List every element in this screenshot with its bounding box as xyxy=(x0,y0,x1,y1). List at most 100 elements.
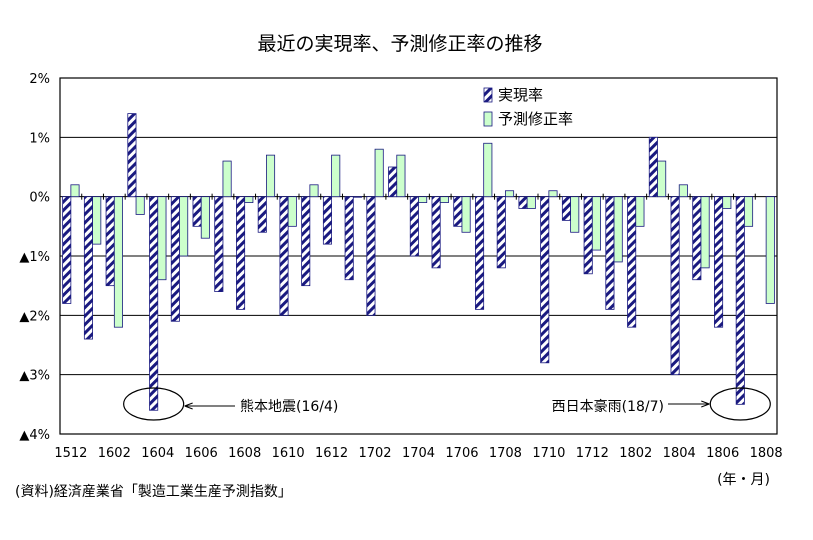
bar-jitsugen xyxy=(409,196,419,257)
bar-jitsugen xyxy=(670,196,680,376)
bar-jitsugen xyxy=(388,166,398,198)
bar-yosoku xyxy=(287,196,297,227)
y-tick-label: 0% xyxy=(29,191,50,206)
bar-jitsugen xyxy=(192,196,202,227)
bar-jitsugen xyxy=(692,196,702,281)
bar-yosoku xyxy=(352,196,362,198)
bar-yosoku xyxy=(396,154,406,198)
bar-yosoku xyxy=(635,196,645,227)
x-tick-label: 1704 xyxy=(402,446,435,461)
x-tick-label: 1702 xyxy=(358,446,391,461)
y-tick-label: ▲1% xyxy=(19,250,50,265)
bar-yosoku xyxy=(591,196,601,251)
bar-yosoku xyxy=(135,196,145,215)
x-tick-label: 1612 xyxy=(315,446,348,461)
legend-swatch xyxy=(483,111,493,127)
bar-jitsugen xyxy=(475,196,485,310)
x-tick-label: 1708 xyxy=(489,446,522,461)
x-tick-label: 1512 xyxy=(54,446,87,461)
x-tick-label: 1804 xyxy=(663,446,696,461)
bar-jitsugen xyxy=(561,196,571,221)
unit-label: (年・月) xyxy=(717,472,770,488)
y-tick-label: 1% xyxy=(29,131,50,146)
bar-yosoku xyxy=(700,196,710,269)
legend-swatch xyxy=(483,87,493,103)
y-axis-tick-labels: 2% 1% 0% ▲1% ▲2% ▲3% ▲4% xyxy=(19,72,50,443)
bar-yosoku xyxy=(765,196,775,304)
x-tick-label: 1706 xyxy=(445,446,478,461)
bar-jitsugen xyxy=(279,196,289,316)
legend-label: 予測修正率 xyxy=(498,110,573,128)
bar-yosoku xyxy=(70,184,80,198)
bar-jitsugen xyxy=(170,196,180,322)
bar-yosoku xyxy=(374,148,384,198)
x-tick-label: 1712 xyxy=(576,446,609,461)
bar-yosoku xyxy=(92,196,102,245)
bar-jitsugen xyxy=(344,196,354,281)
annotation-arrowhead xyxy=(184,402,193,410)
bar-jitsugen xyxy=(605,196,615,310)
bar-yosoku xyxy=(722,196,732,209)
bar-jitsugen xyxy=(149,196,159,411)
bar-yosoku xyxy=(657,160,667,198)
bar-jitsugen xyxy=(496,196,506,269)
bar-yosoku xyxy=(613,196,623,263)
bar-yosoku xyxy=(222,160,232,198)
bars xyxy=(62,113,775,411)
bar-jitsugen xyxy=(105,196,115,287)
bar-yosoku xyxy=(744,196,754,227)
y-tick-label: ▲2% xyxy=(19,309,50,324)
y-tick-label: ▲4% xyxy=(19,428,50,443)
bar-jitsugen xyxy=(366,196,376,316)
plot-frame xyxy=(59,77,778,435)
chart-title: 最近の実現率、予測修正率の推移 xyxy=(257,33,542,55)
bar-yosoku xyxy=(157,196,167,281)
x-tick-label: 1608 xyxy=(228,446,261,461)
bar-yosoku xyxy=(461,196,471,233)
bar-jitsugen xyxy=(453,196,463,227)
x-axis-tick-labels: 1512 1602 1604 1606 1608 1610 1612 1702 1704 1706… xyxy=(54,446,782,461)
legend-box xyxy=(480,80,610,132)
y-tick-label: ▲3% xyxy=(19,369,50,384)
bar-jitsugen xyxy=(627,196,637,328)
annotation-ellipse xyxy=(123,387,185,421)
bar-jitsugen xyxy=(735,196,745,405)
annotations: 熊本地震(16/4) 西日本豪雨(18/7) xyxy=(123,387,771,421)
bar-yosoku xyxy=(439,196,449,204)
axes xyxy=(59,77,778,435)
y-tick-label: 2% xyxy=(29,72,50,87)
annotation-arrowhead xyxy=(701,400,710,408)
bar-jitsugen xyxy=(714,196,724,328)
x-tick-label: 1602 xyxy=(98,446,131,461)
bar-yosoku xyxy=(526,196,536,209)
annotation-label: 西日本豪雨(18/7) xyxy=(552,399,664,415)
bar-jitsugen xyxy=(301,196,311,287)
bar-jitsugen xyxy=(62,196,72,304)
bar-yosoku xyxy=(483,142,493,198)
bar-yosoku xyxy=(548,190,558,198)
bar-yosoku xyxy=(200,196,210,239)
x-tick-label: 1806 xyxy=(706,446,739,461)
legend-label: 実現率 xyxy=(498,86,543,104)
bar-yosoku xyxy=(505,190,515,198)
bar-jitsugen xyxy=(214,196,224,293)
x-tick-label: 1610 xyxy=(272,446,305,461)
bar-yosoku xyxy=(678,184,688,198)
bar-yosoku xyxy=(244,196,254,204)
bar-jitsugen xyxy=(127,113,137,198)
annotation-ellipse xyxy=(709,387,771,421)
x-tick-label: 1710 xyxy=(532,446,565,461)
bar-yosoku xyxy=(113,196,123,328)
source-note: (資料)経済産業省「製造工業生産予測指数」 xyxy=(15,484,292,500)
x-tick-label: 1604 xyxy=(141,446,174,461)
x-tick-label: 1808 xyxy=(750,446,783,461)
bar-jitsugen xyxy=(322,196,332,245)
bar-jitsugen xyxy=(648,136,658,198)
bar-jitsugen xyxy=(431,196,441,269)
x-tick-label: 1606 xyxy=(185,446,218,461)
bar-jitsugen xyxy=(583,196,593,275)
x-tick-label: 1802 xyxy=(619,446,652,461)
